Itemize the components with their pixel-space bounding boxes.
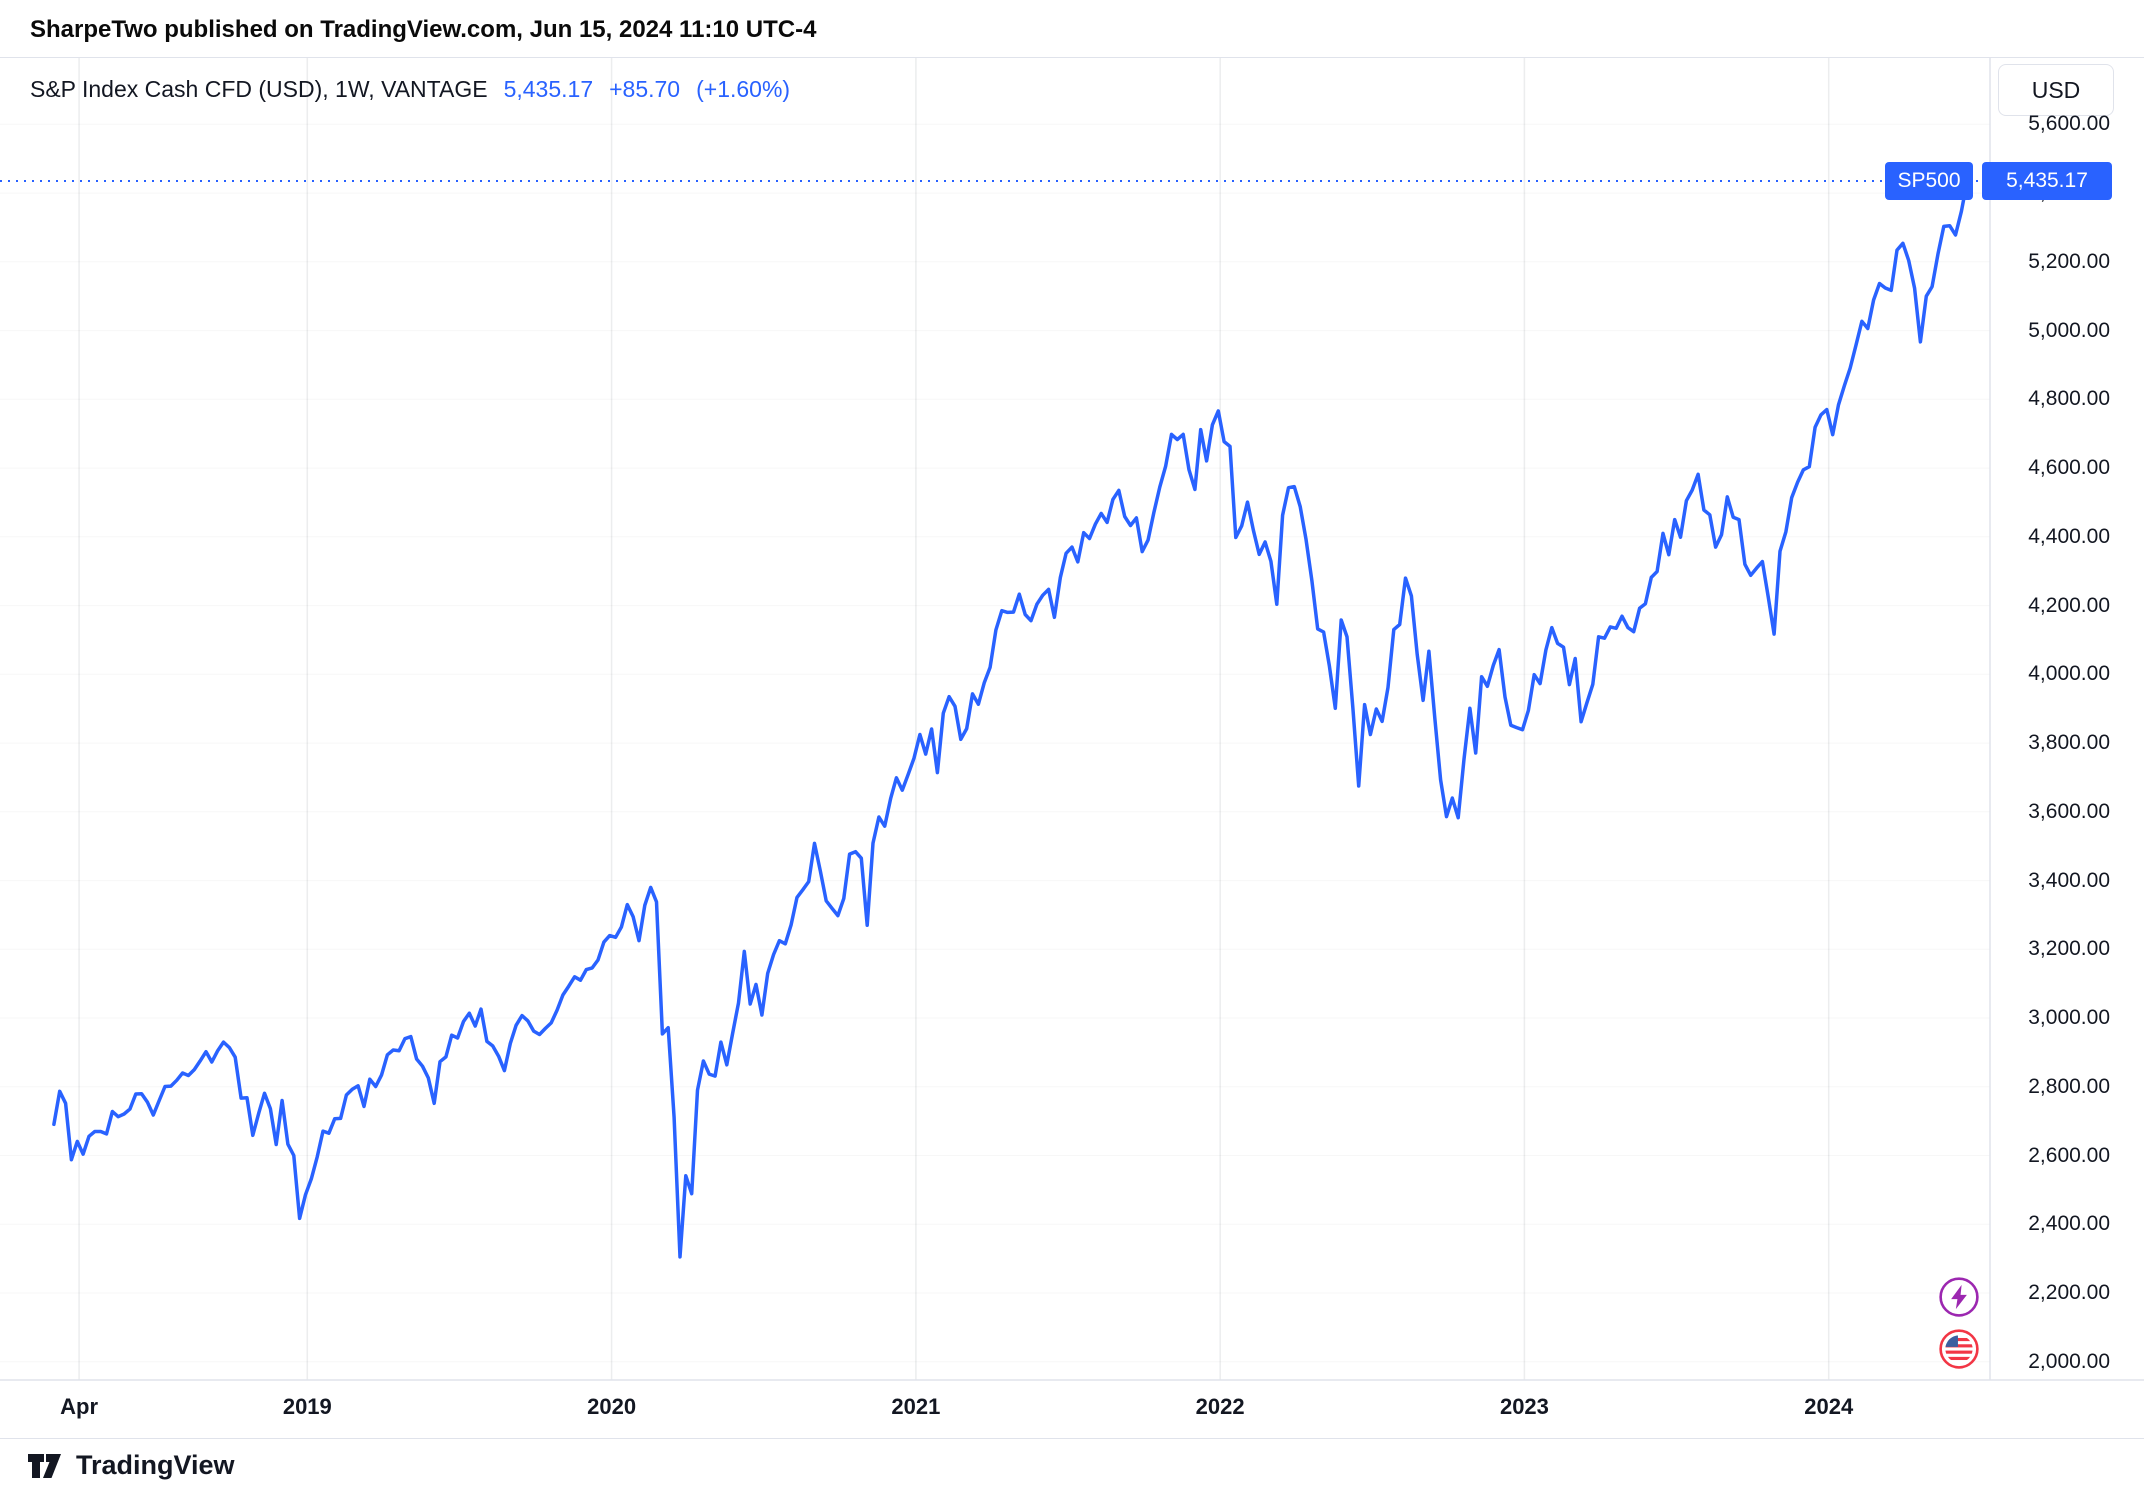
price-axis-label: 2,600.00 [2028, 1143, 2110, 1167]
time-axis-label: 2019 [282, 1394, 332, 1419]
time-axis-label: 2024 [1804, 1394, 1854, 1419]
price-axis-label: 2,200.00 [2028, 1281, 2110, 1305]
lightning-marker-icon[interactable] [1938, 1276, 1980, 1318]
price-axis-label: 4,400.00 [2028, 524, 2110, 548]
price-axis-label: 4,800.00 [2028, 387, 2110, 411]
price-axis-label: 2,800.00 [2028, 1074, 2110, 1098]
footer: TradingView [28, 1450, 235, 1481]
time-axis-label: 2023 [1499, 1394, 1549, 1419]
price-axis-label: 4,600.00 [2028, 456, 2110, 480]
currency-toggle-button[interactable]: USD [1998, 64, 2114, 116]
us-flag-marker-icon[interactable] [1938, 1328, 1980, 1370]
price-chart-canvas[interactable] [0, 58, 2144, 1438]
price-axis-label: 3,600.00 [2028, 799, 2110, 823]
price-axis-label: 3,800.00 [2028, 731, 2110, 755]
price-axis-label: 2,000.00 [2028, 1349, 2110, 1373]
price-axis-label: 5,600.00 [2028, 112, 2110, 136]
price-line-value-badge: 5,435.17 [1982, 162, 2112, 200]
time-axis-label: 2021 [891, 1394, 941, 1419]
price-change: +85.70 [609, 76, 681, 102]
price-axis-label: 3,000.00 [2028, 1006, 2110, 1030]
symbol-title[interactable]: S&P Index Cash CFD (USD), 1W, VANTAGE [30, 76, 488, 102]
last-price: 5,435.17 [503, 76, 594, 102]
attribution-text: SharpeTwo published on TradingView.com, … [30, 16, 817, 43]
time-axis[interactable]: Apr 2019 2020 2021 2022 2023 2024 [0, 1380, 1990, 1438]
price-axis-label: 4,000.00 [2028, 662, 2110, 686]
price-axis-label: 4,200.00 [2028, 593, 2110, 617]
chart-legend: S&P Index Cash CFD (USD), 1W, VANTAGE 5,… [30, 76, 790, 103]
price-axis-label: 2,400.00 [2028, 1212, 2110, 1236]
time-axis-label: 2020 [587, 1394, 637, 1419]
price-change-pct: (+1.60%) [696, 76, 791, 102]
price-axis-label: 3,400.00 [2028, 868, 2110, 892]
time-axis-label: 2022 [1195, 1394, 1245, 1419]
price-axis-label: 3,200.00 [2028, 937, 2110, 961]
tradingview-brand[interactable]: TradingView [76, 1450, 235, 1480]
time-axis-label: Apr [60, 1394, 99, 1419]
tradingview-logo-icon[interactable] [28, 1451, 64, 1481]
price-line-symbol-badge: SP500 [1885, 162, 1973, 200]
price-axis-label: 5,000.00 [2028, 318, 2110, 342]
price-axis-label: 5,200.00 [2028, 249, 2110, 273]
chart-area: S&P Index Cash CFD (USD), 1W, VANTAGE 5,… [0, 57, 2144, 1439]
price-axis[interactable]: 5,600.005,400.005,200.005,000.004,800.00… [1990, 58, 2144, 1380]
